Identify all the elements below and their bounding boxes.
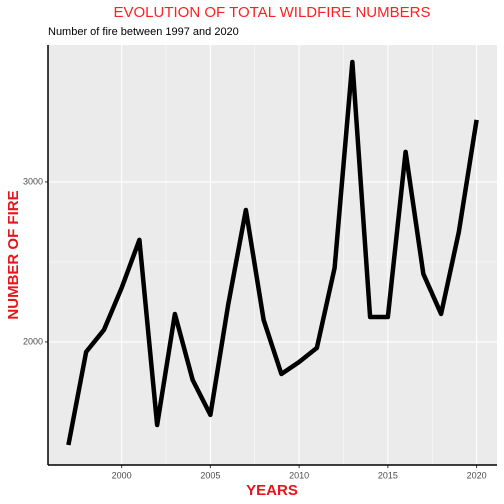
x-tick-label: 2005 — [200, 470, 220, 480]
x-tick-label: 2000 — [112, 470, 132, 480]
y-tick-label: 2000 — [23, 336, 43, 346]
y-tick-label: 3000 — [23, 176, 43, 186]
x-tick-label: 2020 — [467, 470, 487, 480]
chart-title: EVOLUTION OF TOTAL WILDFIRE NUMBERS — [114, 4, 431, 21]
x-axis-label: YEARS — [246, 482, 298, 499]
plot-background — [48, 45, 497, 465]
x-tick-label: 2015 — [378, 470, 398, 480]
x-tick-label: 2010 — [289, 470, 309, 480]
data-line — [66, 59, 479, 446]
y-axis-label: NUMBER OF FIRE — [5, 190, 22, 319]
chart-subtitle: Number of fire between 1997 and 2020 — [48, 26, 239, 38]
